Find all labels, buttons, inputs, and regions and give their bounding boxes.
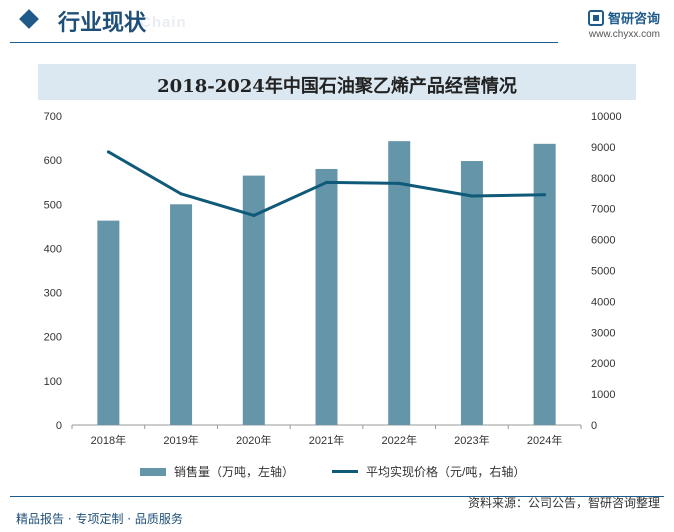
chart-title-bar: 2018-2024年中国石油聚乙烯产品经营情况: [38, 64, 636, 100]
bar-sales: [170, 204, 193, 425]
bar-sales: [242, 175, 265, 425]
line-price-point: [397, 181, 401, 185]
legend-label-price: 平均实现价格（元/吨，右轴）: [366, 465, 526, 479]
bar-sales: [533, 143, 556, 425]
footer-tagline: 精品报告 · 专项定制 · 品质服务: [16, 512, 183, 526]
line-price-point: [543, 193, 547, 197]
left-axis-tick-label: 200: [44, 332, 62, 344]
brand-logo-icon: [587, 9, 604, 26]
legend-label-sales: 销售量（万吨，左轴）: [174, 465, 295, 479]
right-axis-tick-label: 2000: [591, 358, 615, 370]
section-title: 行业现状: [58, 11, 147, 36]
combo-chart: 0100200300400500600700010002000300040005…: [44, 111, 622, 447]
bar-sales: [315, 168, 338, 425]
legend-swatch-line: [332, 470, 358, 473]
x-axis-tick-label: 2023年: [454, 433, 489, 447]
line-price-point: [252, 213, 256, 217]
line-price-point: [106, 150, 110, 154]
right-axis-tick-label: 1000: [591, 389, 615, 401]
x-axis-tick-label: 2024年: [527, 433, 562, 447]
bar-sales: [97, 220, 120, 425]
right-axis-tick-label: 7000: [591, 204, 615, 216]
header-ghost-text: Chain: [140, 14, 187, 31]
left-axis-tick-label: 400: [44, 243, 62, 255]
brand-logo-row: 智研咨询: [587, 8, 660, 27]
legend: 销售量（万吨，左轴） 平均实现价格（元/吨，右轴）: [0, 463, 674, 481]
bar-sales: [388, 141, 411, 425]
bar-sales: [460, 161, 483, 426]
right-axis-tick-label: 5000: [591, 266, 615, 278]
legend-item-price: 平均实现价格（元/吨，右轴）: [332, 463, 525, 480]
right-axis-tick-label: 0: [591, 420, 597, 432]
left-axis-tick-label: 500: [44, 199, 62, 211]
line-price-point: [179, 192, 183, 196]
brand-url: www.chyxx.com: [588, 29, 660, 40]
brand: 智研咨询 www.chyxx.com: [587, 8, 660, 40]
line-price-point: [325, 180, 328, 184]
left-axis-tick-label: 700: [44, 111, 62, 123]
right-axis-tick-label: 6000: [591, 235, 615, 247]
legend-item-sales: 销售量（万吨，左轴）: [140, 463, 294, 480]
brand-name: 智研咨询: [607, 12, 660, 27]
diamond-icon: [19, 9, 39, 29]
x-axis-tick-label: 2018年: [91, 433, 126, 447]
right-axis-tick-label: 8000: [591, 173, 615, 185]
x-axis-tick-label: 2019年: [163, 433, 198, 447]
x-axis-tick-label: 2020年: [236, 433, 271, 447]
right-axis-tick-label: 9000: [591, 142, 615, 154]
legend-swatch-bar: [140, 467, 166, 476]
right-axis-tick-label: 3000: [591, 327, 615, 339]
right-axis-tick-label: 4000: [591, 296, 615, 308]
footer-divider: [10, 496, 664, 497]
header: Chain 行业现状: [0, 0, 674, 46]
header-divider: [10, 42, 558, 43]
left-axis-tick-label: 0: [56, 420, 62, 432]
line-price-point: [470, 194, 474, 198]
left-axis-tick-label: 300: [44, 288, 62, 300]
footer-source: 资料来源：公司公告，智研咨询整理: [467, 496, 660, 510]
right-axis-tick-label: 10000: [591, 111, 622, 123]
left-axis-tick-label: 600: [44, 155, 62, 167]
left-axis-tick-label: 100: [44, 376, 62, 388]
x-axis-tick-label: 2022年: [381, 433, 416, 447]
chart-title: 2018-2024年中国石油聚乙烯产品经营情况: [157, 76, 517, 97]
x-axis-tick-label: 2021年: [309, 433, 344, 447]
